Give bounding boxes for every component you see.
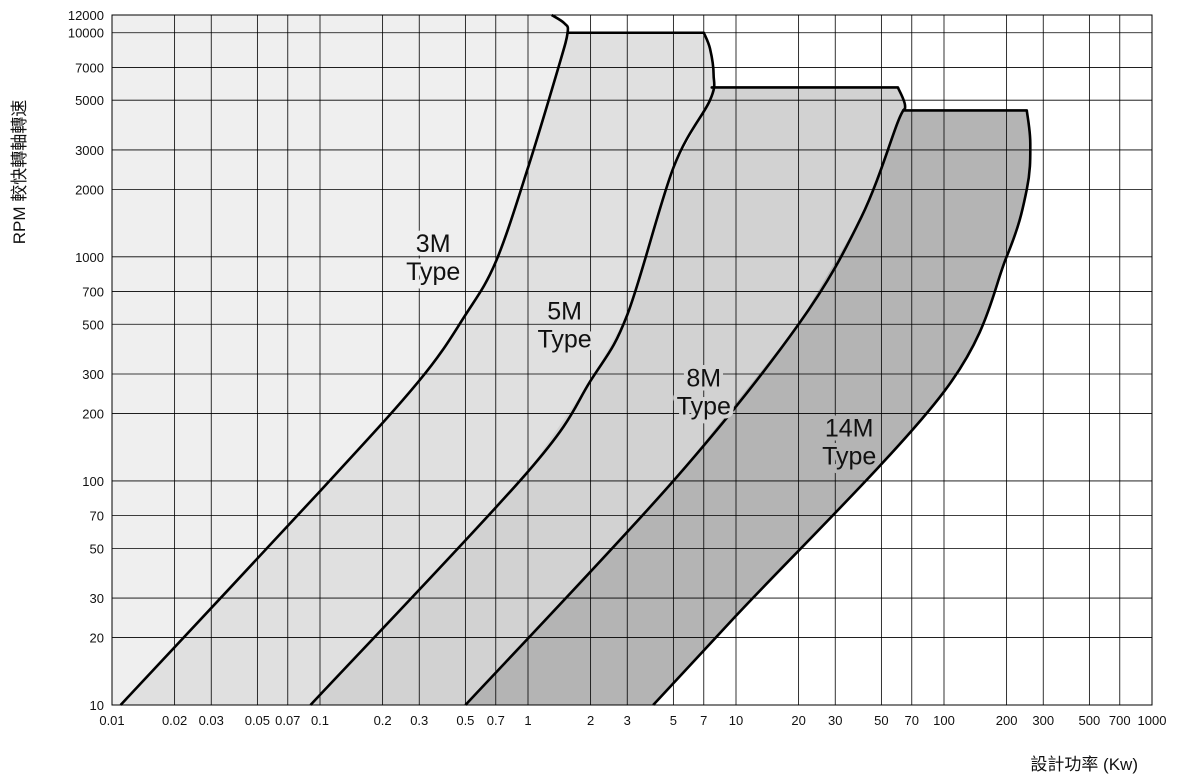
x-tick-label: 200 (996, 713, 1018, 728)
band-fill-14m-type (465, 110, 1031, 705)
y-tick-label: 50 (90, 541, 104, 556)
type-label-halo-3m-type: Type (406, 258, 460, 286)
grid-layer (111, 14, 1153, 706)
x-tick-label: 10 (729, 713, 743, 728)
type-label-halo-5m-type: Type (538, 325, 592, 353)
band-fill-8m-type (310, 87, 906, 705)
x-tick-label: 2 (587, 713, 594, 728)
x-tick-label: 500 (1079, 713, 1101, 728)
type-label-3m-type: Type (406, 258, 460, 286)
x-tick-label: 700 (1109, 713, 1131, 728)
x-tick-label: 70 (905, 713, 919, 728)
x-tick-label: 0.1 (311, 713, 329, 728)
y-tick-label: 3000 (75, 143, 104, 158)
x-tick-label: 1000 (1138, 713, 1167, 728)
x-tick-label: 50 (874, 713, 888, 728)
y-tick-label: 10 (90, 698, 104, 713)
type-label-8m-type: Type (677, 393, 731, 421)
x-tick-label: 7 (700, 713, 707, 728)
y-tick-label: 500 (82, 317, 104, 332)
type-label-14m-type: 14M (825, 414, 874, 442)
y-tick-label: 30 (90, 591, 104, 606)
x-tick-label: 5 (670, 713, 677, 728)
curve-8m-type (464, 86, 907, 706)
y-tick-label: 70 (90, 509, 104, 524)
type-label-halo-3m-type: 3M (416, 230, 451, 258)
y-tick-label: 200 (82, 406, 104, 421)
type-label-8m-type: 8M (686, 365, 721, 393)
type-label-3m-type: 3M (416, 230, 451, 258)
x-tick-label: 0.3 (410, 713, 428, 728)
x-axis-title: 設計功率 (Kw) (1030, 755, 1138, 774)
y-tick-label: 7000 (75, 60, 104, 75)
type-label-halo-14m-type: Type (822, 442, 876, 470)
type-label-14m-type: Type (822, 442, 876, 470)
bands-layer (112, 15, 1031, 705)
curve-14m-type (652, 110, 1032, 706)
x-tick-label: 3 (624, 713, 631, 728)
x-tick-label: 0.02 (162, 713, 187, 728)
type-label-halo-14m-type: 14M (825, 414, 874, 442)
type-label-5m-type: Type (538, 325, 592, 353)
x-tick-label: 0.7 (487, 713, 505, 728)
curves-layer (119, 13, 1032, 706)
curve-5m-type (309, 32, 716, 706)
x-tick-label: 300 (1032, 713, 1054, 728)
x-tick-label: 0.03 (199, 713, 224, 728)
x-tick-label: 20 (791, 713, 805, 728)
x-tick-label: 100 (933, 713, 955, 728)
type-label-halo-8m-type: Type (677, 393, 731, 421)
x-tick-label: 1 (524, 713, 531, 728)
plot-frame (111, 14, 1153, 706)
type-label-halo-5m-type: 5M (547, 297, 582, 325)
x-tick-label: 0.5 (456, 713, 474, 728)
x-tick-label: 0.07 (275, 713, 300, 728)
type-label-halo-8m-type: 8M (686, 365, 721, 393)
y-tick-label: 12000 (68, 8, 104, 23)
x-tick-label: 0.01 (99, 713, 124, 728)
y-tick-label: 20 (90, 631, 104, 646)
band-fill-5m-type (120, 32, 715, 705)
labels-layer: 3M3MTypeType5M5MTypeType8M8MTypeType14M1… (402, 226, 880, 475)
y-axis-title: RPM 較快轉軸轉速 (10, 100, 29, 245)
y-tick-label: 10000 (68, 26, 104, 41)
y-tick-label: 5000 (75, 93, 104, 108)
band-fill-3m-type (112, 15, 568, 705)
y-tick-label: 700 (82, 285, 104, 300)
y-tick-label: 100 (82, 474, 104, 489)
y-tick-label: 2000 (75, 182, 104, 197)
type-label-5m-type: 5M (547, 297, 582, 325)
y-tick-label: 1000 (75, 250, 104, 265)
x-tick-label: 0.05 (245, 713, 270, 728)
x-tick-label: 30 (828, 713, 842, 728)
y-tick-label: 300 (82, 367, 104, 382)
x-tick-label: 0.2 (374, 713, 392, 728)
